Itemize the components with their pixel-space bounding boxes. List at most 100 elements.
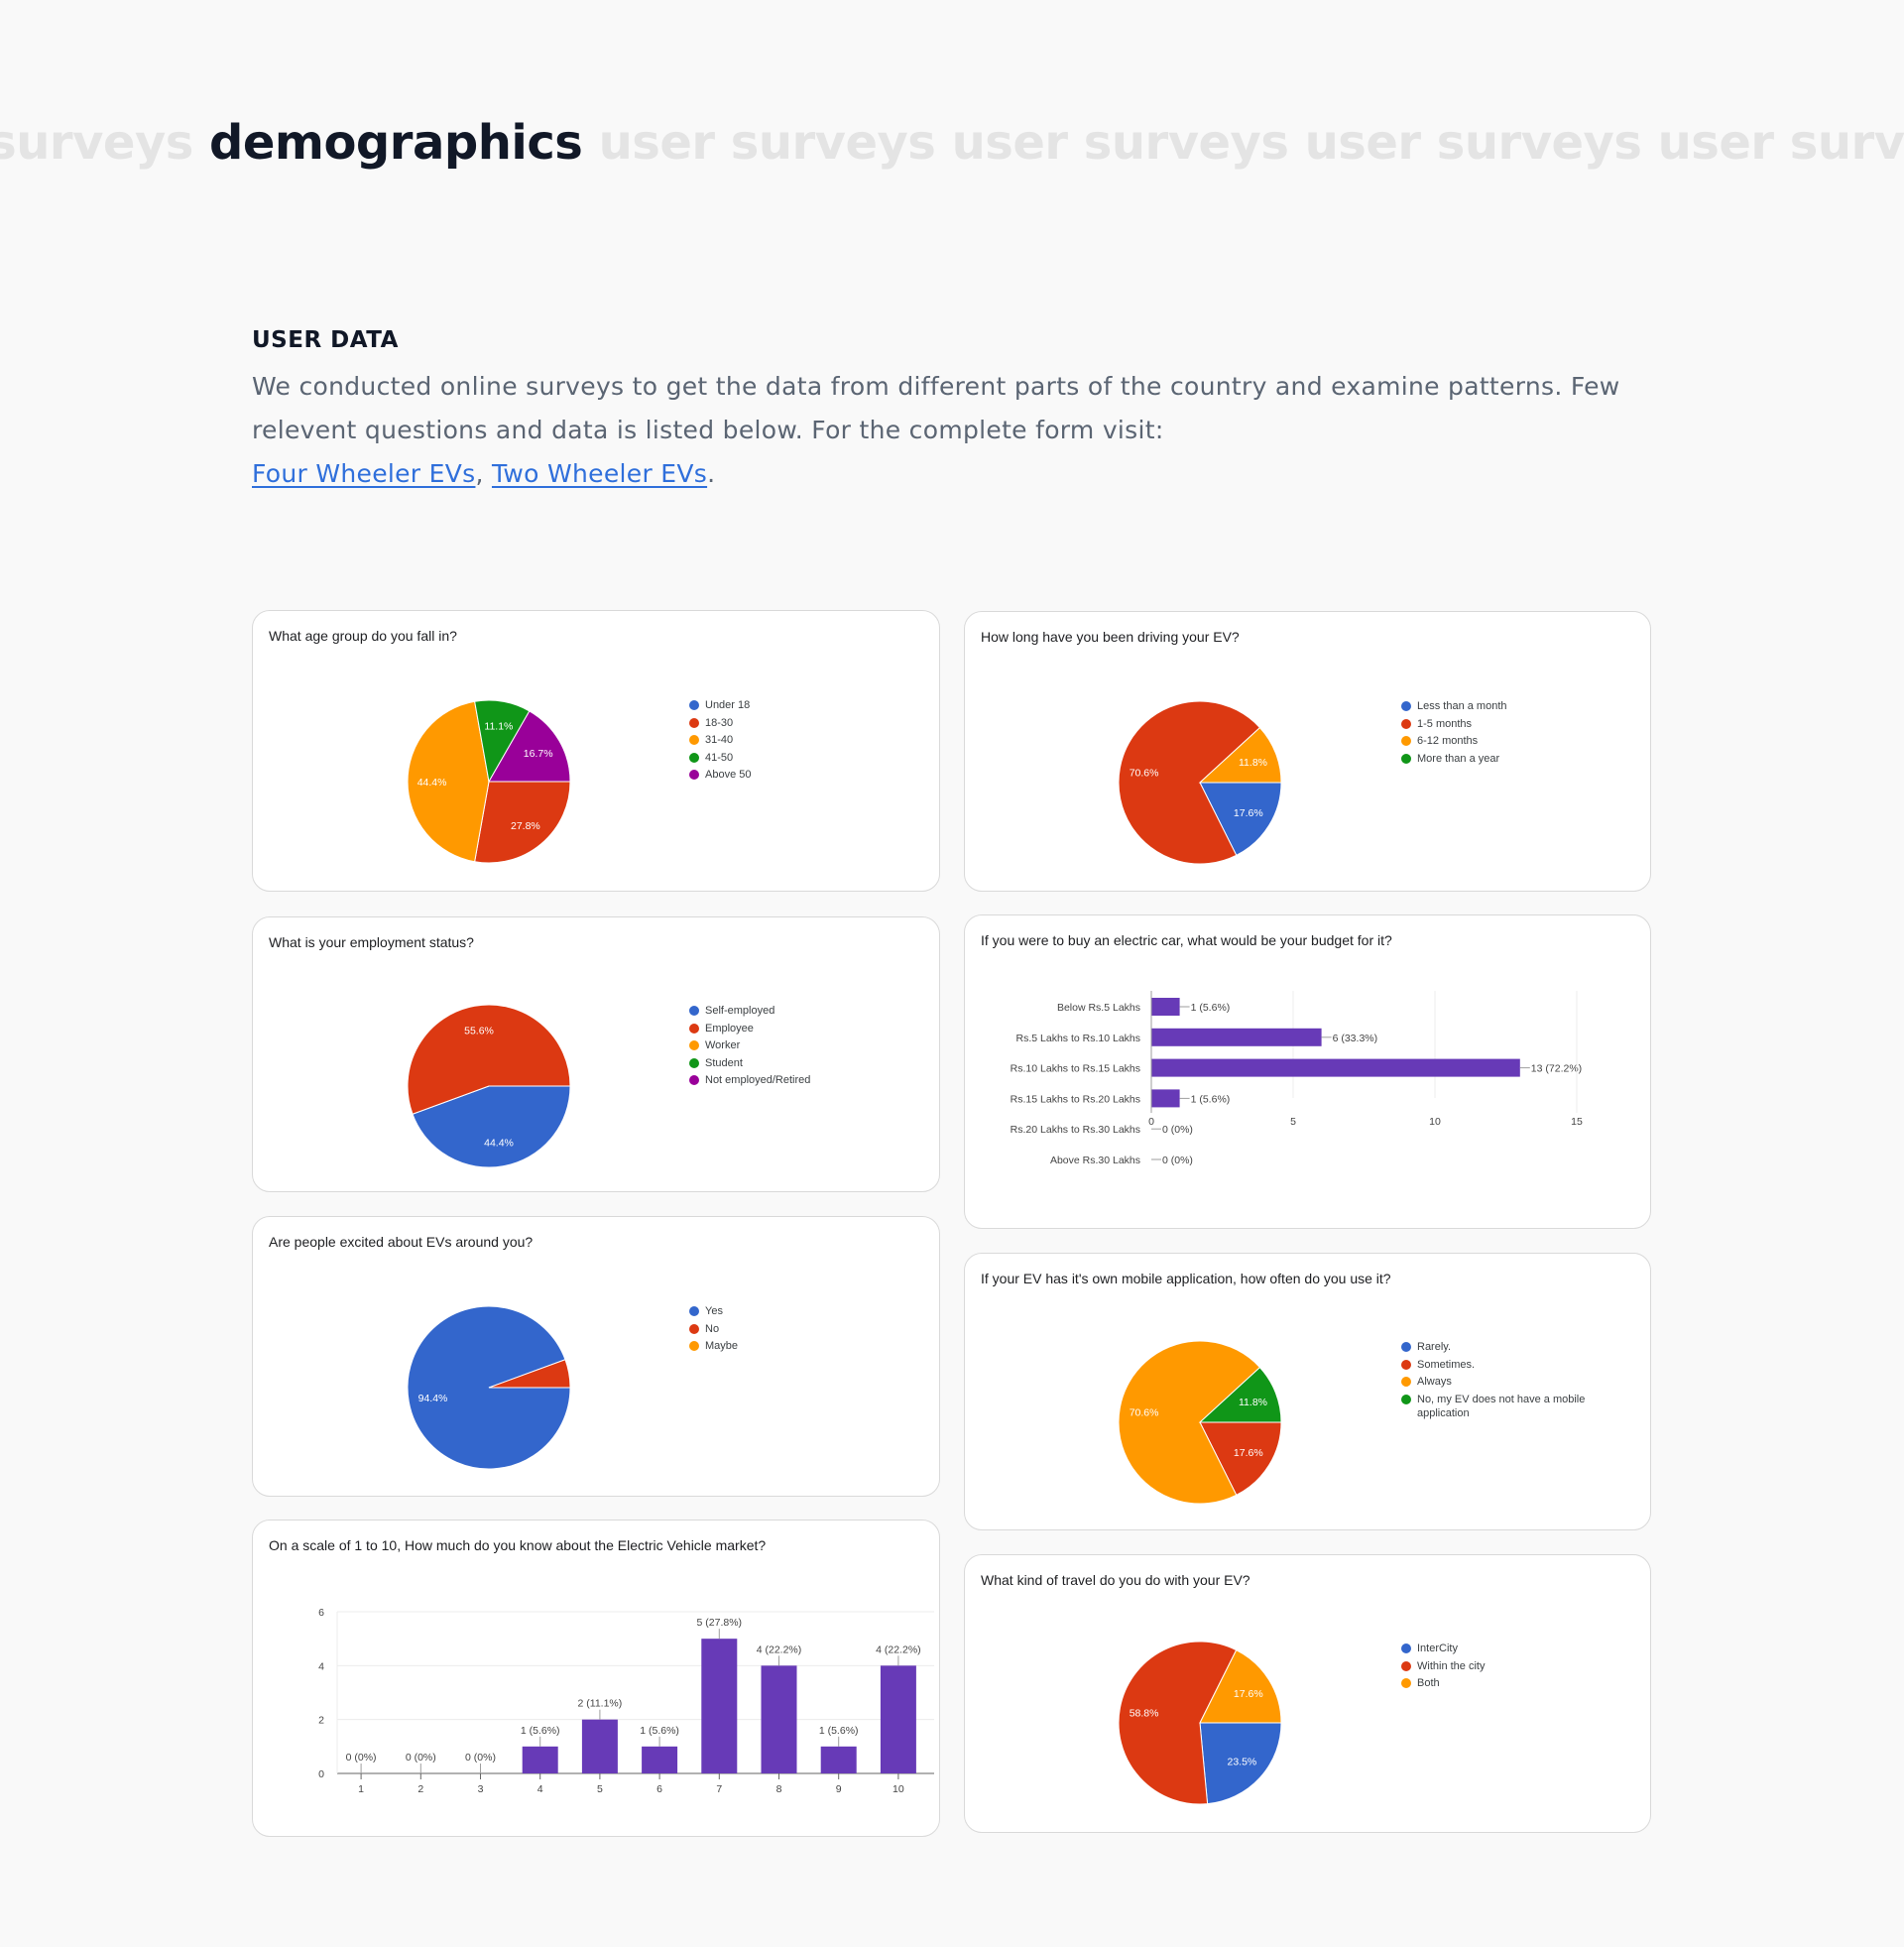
bar: [761, 1665, 797, 1773]
legend-swatch: [1401, 718, 1411, 729]
pie-slice-label: 11.8%: [1239, 757, 1267, 769]
marquee-ghost-word: user surveys: [0, 115, 193, 171]
x-category-label: 5: [597, 1783, 603, 1795]
legend-label: More than a year: [1417, 752, 1500, 765]
legend-item: InterCity: [1401, 1642, 1600, 1655]
y-category-label: Below Rs.5 Lakhs: [1057, 1002, 1140, 1014]
legend-swatch: [1401, 1394, 1411, 1404]
chart-card-knowledge: 0 2 4 6 0 (0%) 1 0 (0%) 2 0 (0%) 3 1 (5.6%) 4 2 (11.…: [252, 1520, 940, 1837]
bar: [820, 1746, 857, 1773]
pie-slice-label: 11.8%: [1239, 1397, 1267, 1408]
legend-swatch: [1401, 753, 1411, 764]
legend-item: Less than a month: [1401, 699, 1600, 713]
chart-legend: Self-employed Employee Worker Student Not em…: [689, 1004, 888, 1091]
chart-card-app: 17.6% 70.6% 11.8% If your EV has it's own m…: [964, 1253, 1651, 1530]
x-category-label: 1: [358, 1783, 364, 1795]
chart-card-driving: 17.6% 70.6% 11.8% How long have you been dr…: [964, 611, 1651, 892]
bar-data-label: 5 (27.8%): [697, 1617, 743, 1629]
x-category-label: 2: [417, 1783, 423, 1795]
marquee-ghost-word: user surveys: [1657, 115, 1904, 171]
bar-data-label: 0 (0%): [1162, 1155, 1193, 1166]
legend-label: Employee: [705, 1022, 754, 1034]
legend-swatch: [1401, 1377, 1411, 1387]
legend-item: No, my EV does not have a mobile applica…: [1401, 1393, 1600, 1420]
legend-label: Student: [705, 1056, 743, 1069]
marquee-active-word: demographics: [209, 115, 583, 171]
bar: [880, 1665, 916, 1773]
legend-item: Student: [689, 1056, 888, 1070]
legend-swatch: [689, 1341, 699, 1351]
legend-swatch: [689, 1040, 699, 1050]
chart-svg-excited: 94.4%: [407, 1305, 571, 1470]
x-category-label: 9: [836, 1783, 842, 1795]
legend-item: 18-30: [689, 716, 888, 730]
legend-item: Always: [1401, 1375, 1600, 1389]
bar-data-label: 6 (33.3%): [1333, 1033, 1378, 1044]
two-wheeler-link[interactable]: Two Wheeler EVs: [491, 459, 708, 488]
pie-slice-label: 44.4%: [484, 1138, 514, 1150]
bar: [642, 1746, 678, 1773]
legend-label: Sometimes.: [1417, 1358, 1476, 1371]
chart-question: On a scale of 1 to 10, How much do you k…: [269, 1537, 767, 1553]
bar-data-label: 4 (22.2%): [757, 1643, 802, 1655]
legend-swatch: [689, 717, 699, 728]
legend-label: Maybe: [705, 1340, 739, 1352]
legend-swatch: [689, 1323, 699, 1334]
legend-label: No, my EV does not have a mobile applica…: [1417, 1393, 1586, 1419]
four-wheeler-link[interactable]: Four Wheeler EVs: [252, 459, 476, 488]
chart-question: If your EV has it's own mobile applicati…: [981, 1271, 1391, 1286]
legend-label: Worker: [705, 1039, 741, 1051]
y-tick-label: 0: [318, 1768, 324, 1780]
y-category-label: Rs.20 Lakhs to Rs.30 Lakhs: [1011, 1124, 1140, 1136]
bar-data-label: 0 (0%): [465, 1752, 496, 1764]
y-category-label: Rs.5 Lakhs to Rs.10 Lakhs: [1016, 1033, 1140, 1044]
marquee-ghost-word: user surveys: [1304, 115, 1642, 171]
legend-swatch: [1401, 1660, 1411, 1671]
x-tick-label: 10: [1429, 1116, 1441, 1128]
pie-slice-label: 17.6%: [1234, 1688, 1263, 1700]
pie-slice-label: 17.6%: [1234, 1447, 1263, 1459]
legend-item: No: [689, 1322, 888, 1336]
legend-label: 1-5 months: [1417, 717, 1473, 730]
legend-label: No: [705, 1322, 720, 1335]
y-category-label: Rs.15 Lakhs to Rs.20 Lakhs: [1011, 1093, 1140, 1105]
pie-slice-label: 70.6%: [1130, 1407, 1159, 1419]
pie-slice-no-my-ev-does-not-have-a-mobile-application: [1198, 1366, 1282, 1423]
chart-question: What is your employment status?: [269, 934, 474, 950]
legend-label: 6-12 months: [1417, 735, 1479, 747]
legend-swatch: [689, 752, 699, 763]
bar-data-label: 13 (72.2%): [1531, 1063, 1582, 1075]
legend-label: Self-employed: [705, 1005, 775, 1017]
legend-item: Above 50: [689, 768, 888, 782]
legend-item: Under 18: [689, 698, 888, 712]
bar-data-label: 0 (0%): [1162, 1124, 1193, 1136]
bar: [1151, 998, 1180, 1016]
bar-data-label: 1 (5.6%): [640, 1725, 679, 1737]
user-data-section: USER DATA We conducted online surveys to…: [252, 327, 1652, 496]
legend-item: 6-12 months: [1401, 734, 1600, 748]
legend-swatch: [689, 735, 699, 745]
chart-card-age: 27.8% 44.4% 11.1% 16.7% What age group do yo…: [252, 610, 940, 892]
chart-question: Are people excited about EVs around you?: [269, 1234, 534, 1250]
chart-card-employment: 44.4% 55.6% What is your employment status…: [252, 916, 940, 1192]
x-tick-label: 15: [1571, 1116, 1583, 1128]
chart-legend: Yes No Maybe: [689, 1304, 888, 1357]
chart-question: If you were to buy an electric car, what…: [981, 932, 1392, 948]
legend-label: Yes: [705, 1305, 723, 1317]
legend-swatch: [689, 1006, 699, 1016]
bar-data-label: 0 (0%): [406, 1752, 436, 1764]
marquee-heading: user surveys demographics user surveys u…: [0, 107, 1904, 179]
legend-item: Yes: [689, 1304, 888, 1318]
legend-label: Not employed/Retired: [705, 1074, 811, 1086]
chart-question: How long have you been driving your EV?: [981, 629, 1240, 645]
bar-data-label: 4 (22.2%): [876, 1643, 921, 1655]
chart-svg-budget: 0 5 10 15 Below Rs.5 Lakhs 1 (5.6%) Rs.5 Lakhs…: [1011, 991, 1583, 1166]
chart-legend: Rarely. Sometimes. Always No, my EV does no…: [1401, 1340, 1600, 1423]
x-tick-label: 5: [1290, 1116, 1296, 1128]
legend-item: Employee: [689, 1022, 888, 1035]
chart-svg-employment: 44.4% 55.6%: [407, 1004, 571, 1168]
legend-item: More than a year: [1401, 752, 1600, 766]
legend-item: Sometimes.: [1401, 1358, 1600, 1372]
chart-legend: Less than a month 1-5 months 6-12 months Mo…: [1401, 699, 1600, 769]
pie-slice-label: 23.5%: [1228, 1757, 1257, 1768]
